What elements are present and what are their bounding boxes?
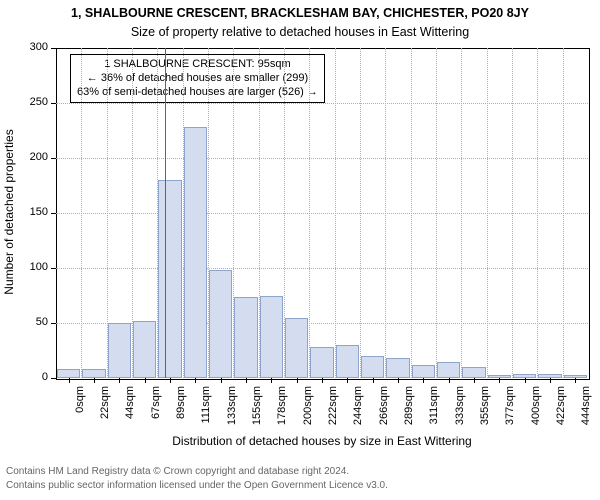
x-tick — [423, 378, 424, 383]
histogram-bar — [361, 356, 384, 378]
gridline-v — [487, 48, 488, 378]
x-tick-label: 222sqm — [327, 386, 339, 486]
histogram-bar — [260, 296, 283, 379]
y-tick-label: 250 — [0, 96, 48, 108]
x-tick — [499, 378, 500, 383]
histogram-bar — [386, 358, 409, 378]
x-tick-label: 266sqm — [378, 386, 390, 486]
histogram-bar — [462, 367, 485, 378]
x-tick-label: 244sqm — [352, 386, 364, 486]
gridline-v — [436, 48, 437, 378]
y-tick — [51, 378, 56, 379]
x-tick — [575, 378, 576, 383]
y-tick-label: 300 — [0, 41, 48, 53]
histogram-bar — [336, 345, 359, 378]
gridline-h — [56, 268, 588, 269]
gridline-v — [335, 48, 336, 378]
gridline-v — [309, 48, 310, 378]
x-tick — [69, 378, 70, 383]
y-tick-label: 0 — [0, 371, 48, 383]
chart-title-line1: 1, SHALBOURNE CRESCENT, BRACKLESHAM BAY,… — [0, 6, 600, 20]
x-tick-label: 289sqm — [403, 386, 415, 486]
x-tick — [195, 378, 196, 383]
y-tick-label: 200 — [0, 151, 48, 163]
y-tick-label: 50 — [0, 316, 48, 328]
x-tick-label: 22sqm — [99, 386, 111, 486]
x-tick-label: 0sqm — [74, 386, 86, 486]
y-tick-label: 100 — [0, 261, 48, 273]
gridline-h — [56, 213, 588, 214]
x-tick — [525, 378, 526, 383]
x-tick-label: 200sqm — [302, 386, 314, 486]
x-tick — [221, 378, 222, 383]
x-tick-label: 377sqm — [504, 386, 516, 486]
annotation-line2: ← 36% of detached houses are smaller (29… — [77, 72, 318, 86]
x-tick — [145, 378, 146, 383]
x-tick — [271, 378, 272, 383]
gridline-h — [56, 103, 588, 104]
x-tick-label: 178sqm — [276, 386, 288, 486]
x-tick-label: 355sqm — [479, 386, 491, 486]
histogram-bar — [437, 362, 460, 379]
histogram-bar — [133, 321, 156, 378]
x-tick — [119, 378, 120, 383]
y-tick — [51, 103, 56, 104]
histogram-bar — [209, 270, 232, 378]
histogram-bar — [158, 180, 181, 378]
x-tick-label: 333sqm — [454, 386, 466, 486]
x-tick-label: 400sqm — [530, 386, 542, 486]
x-tick-label: 111sqm — [200, 386, 212, 486]
chart-title-line2: Size of property relative to detached ho… — [0, 25, 600, 39]
x-tick — [170, 378, 171, 383]
gridline-v — [537, 48, 538, 378]
histogram-bar — [184, 127, 207, 378]
x-tick-label: 89sqm — [175, 386, 187, 486]
histogram-bar — [57, 369, 80, 378]
gridline-h — [56, 158, 588, 159]
x-tick — [297, 378, 298, 383]
x-tick-label: 422sqm — [555, 386, 567, 486]
gridline-v — [512, 48, 513, 378]
y-tick — [51, 158, 56, 159]
y-tick — [51, 268, 56, 269]
x-tick — [246, 378, 247, 383]
annotation-line3: 63% of semi-detached houses are larger (… — [77, 86, 318, 100]
x-tick — [94, 378, 95, 383]
y-tick — [51, 213, 56, 214]
x-tick — [398, 378, 399, 383]
x-tick-label: 44sqm — [124, 386, 136, 486]
gridline-v — [385, 48, 386, 378]
histogram-bar — [285, 318, 308, 379]
histogram-bar — [412, 365, 435, 378]
gridline-v — [563, 48, 564, 378]
y-tick — [51, 48, 56, 49]
y-tick-label: 150 — [0, 206, 48, 218]
x-tick-label: 133sqm — [226, 386, 238, 486]
annotation-box: 1 SHALBOURNE CRESCENT: 95sqm ← 36% of de… — [70, 54, 325, 103]
gridline-v — [360, 48, 361, 378]
x-tick-label: 67sqm — [150, 386, 162, 486]
x-tick-label: 444sqm — [580, 386, 592, 486]
x-tick — [347, 378, 348, 383]
histogram-bar — [234, 297, 257, 378]
x-tick-label: 155sqm — [251, 386, 263, 486]
x-tick — [474, 378, 475, 383]
y-tick — [51, 323, 56, 324]
histogram-bar — [108, 323, 131, 378]
marker-line — [165, 48, 166, 378]
histogram-bar — [310, 347, 333, 378]
x-tick — [550, 378, 551, 383]
histogram-bar — [82, 369, 105, 378]
gridline-v — [461, 48, 462, 378]
gridline-v — [81, 48, 82, 378]
x-tick-label: 311sqm — [428, 386, 440, 486]
x-tick — [449, 378, 450, 383]
x-tick — [373, 378, 374, 383]
x-tick — [322, 378, 323, 383]
gridline-v — [411, 48, 412, 378]
annotation-line1: 1 SHALBOURNE CRESCENT: 95sqm — [77, 58, 318, 72]
chart-page: { "titles": { "line1": "1, SHALBOURNE CR… — [0, 0, 600, 500]
